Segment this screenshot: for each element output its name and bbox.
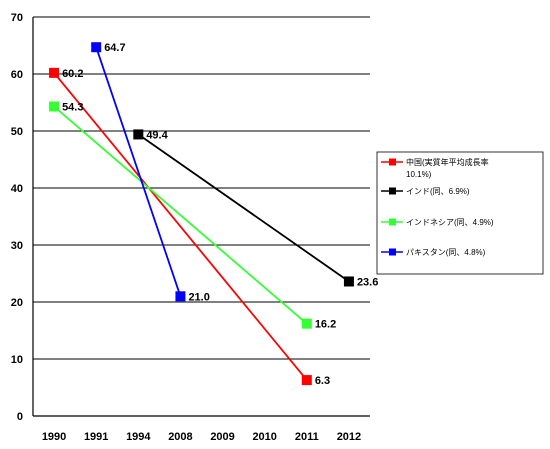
- data-label: 6.3: [315, 375, 330, 387]
- y-tick-label: 30: [11, 240, 23, 252]
- data-point-marker: [301, 318, 312, 329]
- x-tick-label: 2009: [210, 431, 234, 443]
- x-tick-label: 2012: [337, 431, 361, 443]
- data-label: 60.2: [62, 68, 83, 80]
- y-tick-label: 60: [11, 69, 23, 81]
- data-point-marker: [301, 375, 312, 386]
- legend-label: 中国(実質年平均成長率: [406, 157, 489, 167]
- legend-label: インドネシア(同、4.9%): [406, 218, 494, 227]
- series-group: 60.2 6.3: [49, 67, 330, 387]
- data-point-marker: [175, 291, 186, 302]
- data-label: 54.3: [62, 101, 83, 113]
- x-tick-label: 2010: [252, 431, 276, 443]
- legend-label: 10.1%): [406, 170, 432, 179]
- data-label: 21.0: [188, 291, 209, 303]
- legend-item: インド(同、6.9%): [381, 187, 470, 196]
- legend-swatch-marker: [389, 248, 396, 256]
- legend-item: パキスタン(同、4.8%): [381, 248, 486, 257]
- series-layer: 60.2 6.3 49.4 23.6 54.3 16.2 64.7 21.0: [49, 42, 378, 387]
- legend-item: インドネシア(同、4.9%): [381, 218, 494, 227]
- y-tick-label: 40: [11, 183, 23, 195]
- series-line: [53, 72, 308, 381]
- series-group: 64.7 21.0: [91, 42, 210, 303]
- x-tick-label: 2008: [168, 431, 192, 443]
- legend-swatch-marker: [389, 158, 396, 166]
- series-line: [95, 46, 182, 297]
- data-label: 49.4: [146, 129, 168, 141]
- y-tick-label: 10: [11, 354, 23, 366]
- x-tick-label: 2011: [295, 431, 319, 443]
- y-tick-label: 20: [11, 297, 23, 309]
- legend-item: 中国(実質年平均成長率 10.1%): [381, 157, 489, 179]
- x-axis-ticks: 1990 1991 1994 2008 2009 2010 2011 2012: [42, 431, 361, 443]
- y-axis-ticks: 0 10 20 30 40 50 60 70: [11, 12, 23, 423]
- data-point-marker: [49, 67, 60, 78]
- legend-swatch-marker: [389, 218, 396, 226]
- legend-swatch-marker: [389, 187, 396, 195]
- y-tick-label: 0: [17, 411, 23, 423]
- data-point-marker: [91, 42, 102, 53]
- data-point-marker: [133, 129, 144, 140]
- data-point-marker: [49, 101, 60, 112]
- data-label: 64.7: [104, 42, 125, 54]
- series-line: [53, 105, 308, 325]
- data-point-marker: [343, 276, 354, 287]
- y-tick-label: 70: [11, 12, 23, 24]
- x-tick-label: 1990: [42, 431, 66, 443]
- legend-label: パキスタン(同、4.8%): [406, 248, 486, 257]
- axes: [32, 17, 370, 417]
- series-group: 49.4 23.6: [133, 129, 378, 288]
- legend-box: [376, 151, 544, 275]
- y-tick-label: 50: [11, 126, 23, 138]
- legend: 中国(実質年平均成長率 10.1%) インド(同、6.9%) インドネシア(同、4.9…: [376, 151, 544, 275]
- grid-lines: [33, 16, 370, 360]
- x-tick-label: 1994: [126, 431, 151, 443]
- series-line: [137, 133, 350, 283]
- data-label: 16.2: [315, 319, 336, 331]
- data-label: 23.6: [357, 276, 378, 288]
- legend-label: インド(同、6.9%): [406, 187, 470, 196]
- series-group: 54.3 16.2: [49, 101, 336, 331]
- x-tick-label: 1991: [84, 431, 108, 443]
